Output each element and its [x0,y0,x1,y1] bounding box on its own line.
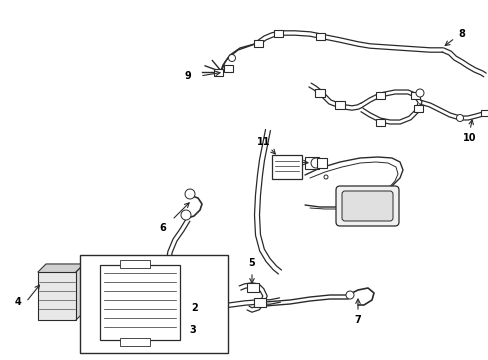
Text: 5: 5 [248,258,255,268]
Circle shape [184,189,195,199]
Text: 9: 9 [184,71,191,81]
Bar [375,118,384,126]
Bar [273,30,282,36]
Text: 8: 8 [458,29,465,39]
Bar [213,68,222,76]
Text: 1: 1 [279,157,286,167]
Bar [120,338,150,346]
Circle shape [415,89,423,97]
Polygon shape [38,264,84,272]
Bar [38,272,76,320]
Bar [80,255,227,353]
FancyBboxPatch shape [335,186,398,226]
Bar [314,89,325,97]
Bar [271,155,302,179]
Text: 4: 4 [15,297,21,307]
Bar [409,91,419,99]
Text: 10: 10 [462,133,476,143]
FancyBboxPatch shape [341,191,392,221]
Bar [223,64,232,72]
Bar [253,297,265,306]
Bar [315,32,324,40]
Text: 7: 7 [354,315,361,325]
Text: 6: 6 [159,223,166,233]
Circle shape [346,291,353,299]
Text: 3: 3 [189,325,196,335]
Text: 2: 2 [191,303,198,313]
Circle shape [181,210,191,220]
Bar [253,40,262,46]
Circle shape [145,284,151,290]
Bar [375,91,384,99]
Circle shape [456,114,463,122]
Bar [316,158,326,168]
Bar [100,265,180,340]
Bar [480,110,488,116]
Circle shape [141,280,155,294]
Circle shape [228,54,235,62]
Polygon shape [76,264,84,320]
Bar [305,157,318,169]
Bar [413,104,422,112]
Circle shape [324,175,327,179]
Bar [120,260,150,268]
Text: 11: 11 [257,137,270,147]
Bar [334,101,345,109]
Circle shape [141,305,155,319]
Circle shape [145,309,151,315]
Circle shape [310,158,320,168]
Bar [246,283,259,292]
